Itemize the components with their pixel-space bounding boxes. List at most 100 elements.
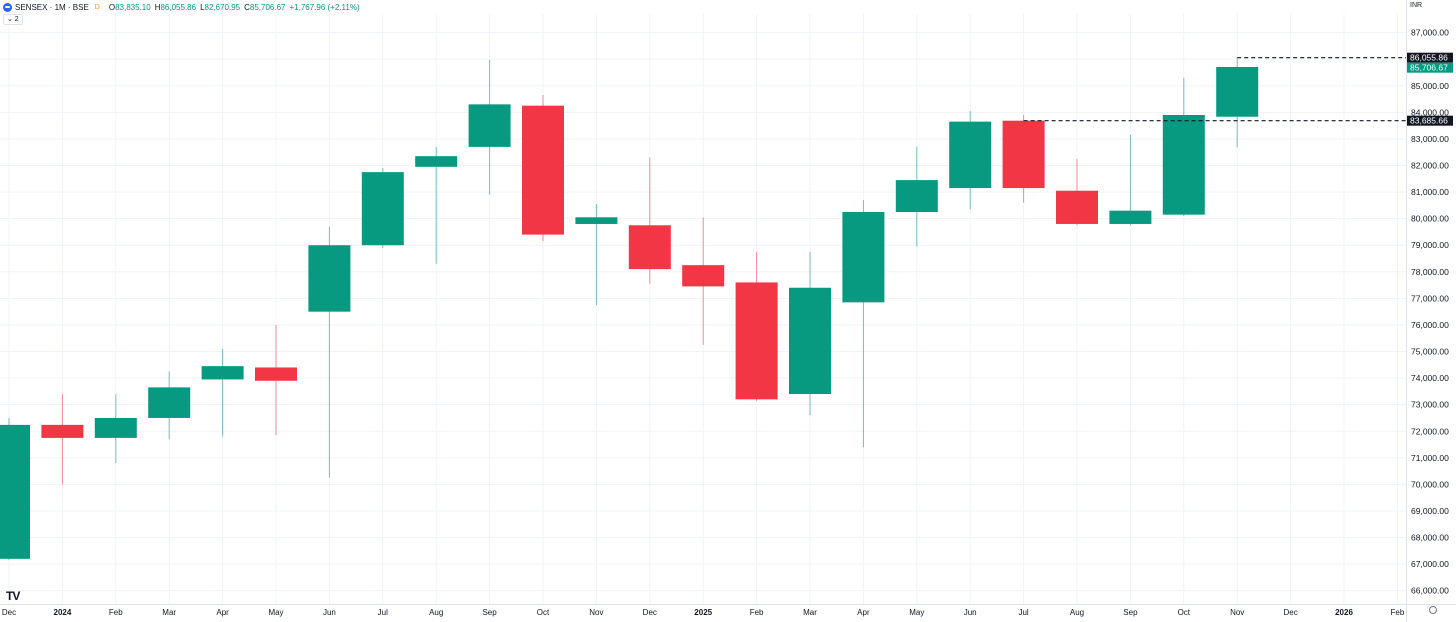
- high-label: H: [154, 2, 161, 12]
- open-label: O: [108, 2, 116, 12]
- price-tick-label-4: 70,000.00: [1411, 479, 1449, 489]
- price-tick-label-1: 67,000.00: [1411, 559, 1449, 569]
- symbol-legend: SENSEX · 1M · BSE D O 83,835.10 H 86,055.8…: [3, 1, 364, 13]
- market-status-badge: D: [94, 3, 100, 11]
- price-tick-label-8: 74,000.00: [1411, 373, 1449, 383]
- price-tick-label-11: 77,000.00: [1411, 293, 1449, 303]
- price-tick-label-9: 75,000.00: [1411, 347, 1449, 357]
- price-tick-label-19: 85,000.00: [1411, 81, 1449, 91]
- price-tick-label-7: 73,000.00: [1411, 400, 1449, 410]
- candle-body-9: [468, 104, 511, 147]
- time-tick-label-11: Nov: [589, 608, 603, 617]
- time-tick-label-26: Feb: [1391, 608, 1405, 617]
- time-tick-label-20: Aug: [1070, 608, 1084, 617]
- price-tick-label-14: 80,000.00: [1411, 214, 1449, 224]
- high-value: 86,055.86: [160, 2, 197, 12]
- candle-body-7: [361, 172, 404, 246]
- time-tick-label-22: Oct: [1178, 608, 1191, 617]
- price-tick-label-0: 66,000.00: [1411, 586, 1449, 596]
- time-tick-label-24: Dec: [1283, 608, 1297, 617]
- price-tag-label-1: 85,706.67: [1410, 63, 1448, 73]
- price-tag-bg-2: [1407, 115, 1453, 126]
- change-value: +1,767.96 (+2.11%): [289, 2, 360, 12]
- candles: [0, 57, 1259, 561]
- open-value: 83,835.10: [115, 2, 151, 12]
- time-tick-label-18: Jun: [964, 608, 977, 617]
- candle-body-21: [1109, 210, 1152, 224]
- price-tick-label-10: 76,000.00: [1411, 320, 1449, 330]
- time-tick-label-13: 2025: [694, 608, 712, 617]
- candle-body-2: [94, 417, 137, 438]
- tradingview-logo[interactable]: TV: [6, 589, 20, 603]
- candle-body-17: [895, 180, 938, 212]
- price-tag-bg-1: [1407, 62, 1453, 73]
- candle-body-22: [1162, 114, 1205, 215]
- symbol-title[interactable]: SENSEX · 1M · BSE: [15, 2, 89, 12]
- price-tick-label-3: 69,000.00: [1411, 506, 1449, 516]
- price-tick-label-21: 87,000.00: [1411, 28, 1449, 38]
- price-tick-label-2: 68,000.00: [1411, 533, 1449, 543]
- price-tick-label-13: 79,000.00: [1411, 240, 1449, 250]
- candle-body-8: [415, 156, 458, 167]
- time-axis-labels: Dec 2024 Feb Mar Apr May Jun Jul Aug Sep Oct Nov Dec…: [2, 608, 1405, 617]
- candle-body-1: [41, 424, 84, 438]
- time-tick-label-16: Apr: [857, 608, 870, 617]
- sensex-logo-icon: [3, 2, 12, 12]
- time-tick-label-12: Dec: [643, 608, 657, 617]
- price-tag-label-2: 83,685.66: [1410, 116, 1448, 126]
- candle-body-4: [201, 366, 244, 380]
- time-tick-label-21: Sep: [1123, 608, 1138, 617]
- price-tick-label-15: 81,000.00: [1411, 187, 1449, 197]
- price-tick-label-5: 71,000.00: [1411, 453, 1449, 463]
- time-tick-label-15: Mar: [803, 608, 817, 617]
- close-value: 85,706.67: [249, 2, 286, 12]
- time-tick-label-3: Mar: [162, 608, 176, 617]
- candle-body-5: [255, 367, 297, 381]
- candle-body-23: [1216, 66, 1259, 117]
- candle-body-0: [0, 424, 30, 559]
- price-tag-bg-0: [1407, 52, 1453, 63]
- candle-body-10: [522, 105, 564, 235]
- close-label: C: [244, 2, 250, 12]
- candle-body-15: [789, 287, 831, 395]
- indicators-toggle-button[interactable]: ⌄ 2: [3, 14, 23, 25]
- time-tick-label-1: 2024: [54, 608, 72, 617]
- time-tick-label-8: Aug: [429, 608, 443, 617]
- candle-body-3: [148, 387, 191, 418]
- candle-body-12: [628, 225, 671, 270]
- price-axis-labels: 66,000.00 67,000.00 68,000.00 69,000.00 70,0…: [1411, 28, 1449, 596]
- price-tick-label-17: 83,000.00: [1411, 134, 1449, 144]
- time-tick-label-6: Jun: [323, 608, 336, 617]
- price-tag-label-0: 86,055.86: [1410, 53, 1448, 63]
- time-tick-label-17: May: [909, 608, 924, 617]
- time-tick-label-23: Nov: [1230, 608, 1244, 617]
- low-value: 82,670.95: [204, 2, 241, 12]
- time-tick-label-19: Jul: [1018, 608, 1028, 617]
- time-tick-label-0: Dec: [2, 608, 16, 617]
- low-label: L: [200, 2, 205, 12]
- candle-body-13: [682, 265, 725, 287]
- time-tick-label-2: Feb: [109, 608, 123, 617]
- time-tick-label-14: Feb: [750, 608, 764, 617]
- time-tick-label-25: 2026: [1335, 608, 1353, 617]
- price-tick-label-16: 82,000.00: [1411, 160, 1449, 170]
- candle-body-6: [308, 245, 351, 312]
- settings-icon[interactable]: [1429, 606, 1437, 614]
- price-tick-label-18: 84,000.00: [1411, 107, 1449, 117]
- candle-body-18: [949, 121, 992, 189]
- price-tick-label-12: 78,000.00: [1411, 267, 1449, 277]
- price-tick-label-6: 72,000.00: [1411, 426, 1449, 436]
- time-tick-label-7: Jul: [378, 608, 388, 617]
- currency-label[interactable]: INR: [1410, 2, 1423, 9]
- candle-body-11: [575, 217, 618, 224]
- candle-body-16: [842, 211, 885, 303]
- time-tick-label-9: Sep: [482, 608, 497, 617]
- candle-body-14: [735, 282, 778, 400]
- time-tick-label-10: Oct: [537, 608, 550, 617]
- time-tick-label-4: Apr: [216, 608, 229, 617]
- candle-body-20: [1056, 190, 1098, 224]
- candle-body-19: [1002, 120, 1045, 189]
